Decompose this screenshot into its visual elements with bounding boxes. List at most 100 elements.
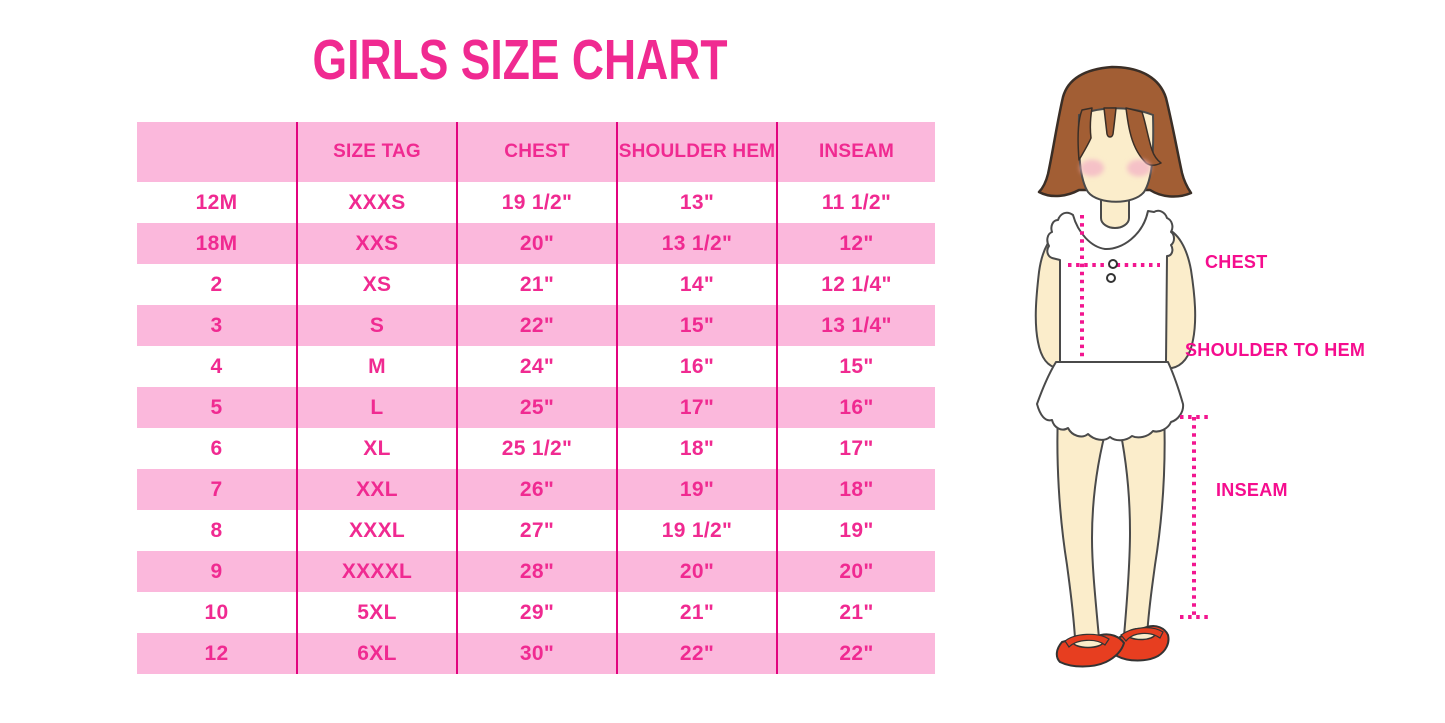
table-cell: 24" <box>456 346 617 387</box>
table-cell: 15" <box>776 346 935 387</box>
table-cell: 21" <box>616 592 777 633</box>
table-cell: 20" <box>456 223 617 264</box>
table-body: 12M XXXS 19 1/2" 13" 11 1/2" 18M XXS 20" 13 1/2"… <box>137 182 935 674</box>
table-cell: XS <box>296 264 457 305</box>
table-row: 18M XXS 20" 13 1/2" 12" <box>137 223 935 264</box>
skirt <box>1036 361 1185 442</box>
table-cell: 20" <box>776 551 935 592</box>
table-cell: 29" <box>456 592 617 633</box>
table-cell: 22" <box>616 633 777 674</box>
table-cell: XXL <box>296 469 457 510</box>
left-leg <box>1056 411 1109 639</box>
page-title-wrap: GIRLS SIZE CHART <box>0 27 1040 93</box>
size-chart-table: SIZE TAG CHEST SHOULDER HEM INSEAM 12M XX… <box>137 122 935 674</box>
table-cell: 18" <box>616 428 777 469</box>
bodice <box>1046 209 1175 363</box>
table-cell: 26" <box>456 469 617 510</box>
table-cell: XXXXL <box>296 551 457 592</box>
table-cell: 10 <box>204 600 229 624</box>
table-cell: 3 <box>210 313 223 337</box>
table-cell: 22" <box>776 633 935 674</box>
table-cell: 20" <box>616 551 777 592</box>
header-cell-shoulder-hem: SHOULDER HEM <box>616 122 777 182</box>
table-cell: 14" <box>616 264 777 305</box>
table-cell: 12 <box>204 641 229 665</box>
header-cell-inseam: INSEAM <box>776 122 935 182</box>
table-cell: XXXL <box>296 510 457 551</box>
table-row: 12 6XL 30" 22" 22" <box>137 633 935 674</box>
table-cell: 7 <box>210 477 223 501</box>
table-row: 2 XS 21" 14" 12 1/4" <box>137 264 935 305</box>
table-header-row: SIZE TAG CHEST SHOULDER HEM INSEAM <box>137 122 935 182</box>
table-cell: 11 1/2" <box>776 182 935 223</box>
table-cell: 8 <box>210 518 223 542</box>
table-cell: 19 1/2" <box>456 182 617 223</box>
table-cell: S <box>296 305 457 346</box>
table-cell: L <box>296 387 457 428</box>
table-cell: 17" <box>616 387 777 428</box>
table-cell: 19" <box>776 510 935 551</box>
table-cell: 25" <box>456 387 617 428</box>
table-cell: XXS <box>296 223 457 264</box>
table-cell: 21" <box>776 592 935 633</box>
right-blush <box>1127 159 1151 177</box>
table-cell: 12 1/4" <box>776 264 935 305</box>
table-cell: 13 1/2" <box>616 223 777 264</box>
table-row: 5 L 25" 17" 16" <box>137 387 935 428</box>
shoulder-to-hem-label: SHOULDER TO HEM <box>1185 340 1366 360</box>
header-cell-size <box>137 122 297 182</box>
table-row: 8 XXXL 27" 19 1/2" 19" <box>137 510 935 551</box>
table-row: 3 S 22" 15" 13 1/4" <box>137 305 935 346</box>
top-button <box>1108 259 1118 269</box>
table-cell: 16" <box>776 387 935 428</box>
bottom-button <box>1106 273 1116 283</box>
table-cell: 9 <box>210 559 223 583</box>
left-blush <box>1080 159 1104 177</box>
table-cell: 21" <box>456 264 617 305</box>
table-cell: 22" <box>456 305 617 346</box>
table-cell: 15" <box>616 305 777 346</box>
table-cell: 18" <box>776 469 935 510</box>
header-cell-size-tag: SIZE TAG <box>296 122 457 182</box>
table-cell: 17" <box>776 428 935 469</box>
table-cell: 19 1/2" <box>616 510 777 551</box>
chest-label: CHEST <box>1205 252 1268 272</box>
table-row: 10 5XL 29" 21" 21" <box>137 592 935 633</box>
table-row: 6 XL 25 1/2" 18" 17" <box>137 428 935 469</box>
table-cell: 25 1/2" <box>456 428 617 469</box>
table-cell: 6 <box>210 436 223 460</box>
table-cell: XXXS <box>296 182 457 223</box>
table-row: 12M XXXS 19 1/2" 13" 11 1/2" <box>137 182 935 223</box>
table-cell: 5XL <box>296 592 457 633</box>
table-cell: 19" <box>616 469 777 510</box>
table-cell: 27" <box>456 510 617 551</box>
table-cell: 5 <box>210 395 223 419</box>
table-cell: 28" <box>456 551 617 592</box>
measure-lines <box>1068 215 1208 619</box>
table-row: 4 M 24" 16" 15" <box>137 346 935 387</box>
page-title: GIRLS SIZE CHART <box>312 28 728 92</box>
table-cell: 2 <box>210 272 223 296</box>
table-cell: 6XL <box>296 633 457 674</box>
header-cell-chest: CHEST <box>456 122 617 182</box>
table-cell: 16" <box>616 346 777 387</box>
bangs <box>1077 107 1162 166</box>
table-row: 9 XXXXL 28" 20" 20" <box>137 551 935 592</box>
right-shoe <box>1112 625 1170 662</box>
table-cell: 30" <box>456 633 617 674</box>
table-cell: XL <box>296 428 457 469</box>
left-shoe <box>1055 633 1125 668</box>
table-cell: M <box>296 346 457 387</box>
table-cell: 4 <box>210 354 223 378</box>
girl-illustration <box>1034 65 1208 668</box>
table-row: 7 XXL 26" 19" 18" <box>137 469 935 510</box>
table-cell: 18M <box>195 231 238 255</box>
table-cell: 13 1/4" <box>776 305 935 346</box>
table-cell: 12" <box>776 223 935 264</box>
table-cell: 13" <box>616 182 777 223</box>
right-leg <box>1117 409 1166 637</box>
table-header: SIZE TAG CHEST SHOULDER HEM INSEAM <box>137 122 935 182</box>
inseam-label: INSEAM <box>1216 480 1288 500</box>
table-cell: 12M <box>195 190 238 214</box>
